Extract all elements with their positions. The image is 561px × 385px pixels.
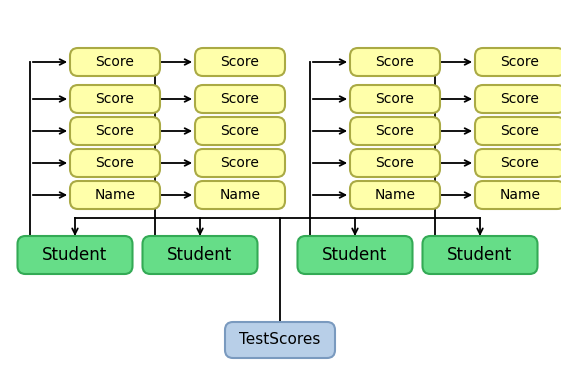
FancyBboxPatch shape <box>475 85 561 113</box>
Text: Score: Score <box>95 55 135 69</box>
FancyBboxPatch shape <box>70 48 160 76</box>
Text: Name: Name <box>94 188 136 202</box>
Text: Score: Score <box>220 156 259 170</box>
Text: Score: Score <box>375 92 415 106</box>
FancyBboxPatch shape <box>297 236 412 274</box>
FancyBboxPatch shape <box>70 117 160 145</box>
FancyBboxPatch shape <box>350 117 440 145</box>
Text: Name: Name <box>219 188 260 202</box>
Text: Score: Score <box>220 55 259 69</box>
Text: Score: Score <box>375 55 415 69</box>
Text: Student: Student <box>43 246 108 264</box>
Text: Score: Score <box>500 55 540 69</box>
FancyBboxPatch shape <box>195 181 285 209</box>
Text: Score: Score <box>375 124 415 138</box>
Text: Student: Student <box>323 246 388 264</box>
FancyBboxPatch shape <box>350 85 440 113</box>
FancyBboxPatch shape <box>195 117 285 145</box>
FancyBboxPatch shape <box>422 236 537 274</box>
Text: Score: Score <box>95 124 135 138</box>
FancyBboxPatch shape <box>142 236 257 274</box>
FancyBboxPatch shape <box>350 181 440 209</box>
Text: Name: Name <box>375 188 416 202</box>
Text: Score: Score <box>375 156 415 170</box>
FancyBboxPatch shape <box>475 181 561 209</box>
FancyBboxPatch shape <box>195 85 285 113</box>
FancyBboxPatch shape <box>350 149 440 177</box>
FancyBboxPatch shape <box>70 85 160 113</box>
FancyBboxPatch shape <box>70 149 160 177</box>
Text: Score: Score <box>95 156 135 170</box>
Text: Student: Student <box>447 246 513 264</box>
Text: TestScores: TestScores <box>240 333 321 348</box>
FancyBboxPatch shape <box>195 48 285 76</box>
Text: Score: Score <box>500 92 540 106</box>
FancyBboxPatch shape <box>195 149 285 177</box>
Text: Name: Name <box>499 188 540 202</box>
Text: Score: Score <box>500 156 540 170</box>
Text: Score: Score <box>220 92 259 106</box>
Text: Score: Score <box>220 124 259 138</box>
Text: Student: Student <box>167 246 233 264</box>
Text: Score: Score <box>95 92 135 106</box>
FancyBboxPatch shape <box>17 236 132 274</box>
FancyBboxPatch shape <box>475 117 561 145</box>
FancyBboxPatch shape <box>225 322 335 358</box>
FancyBboxPatch shape <box>475 48 561 76</box>
FancyBboxPatch shape <box>350 48 440 76</box>
Text: Score: Score <box>500 124 540 138</box>
FancyBboxPatch shape <box>70 181 160 209</box>
FancyBboxPatch shape <box>475 149 561 177</box>
